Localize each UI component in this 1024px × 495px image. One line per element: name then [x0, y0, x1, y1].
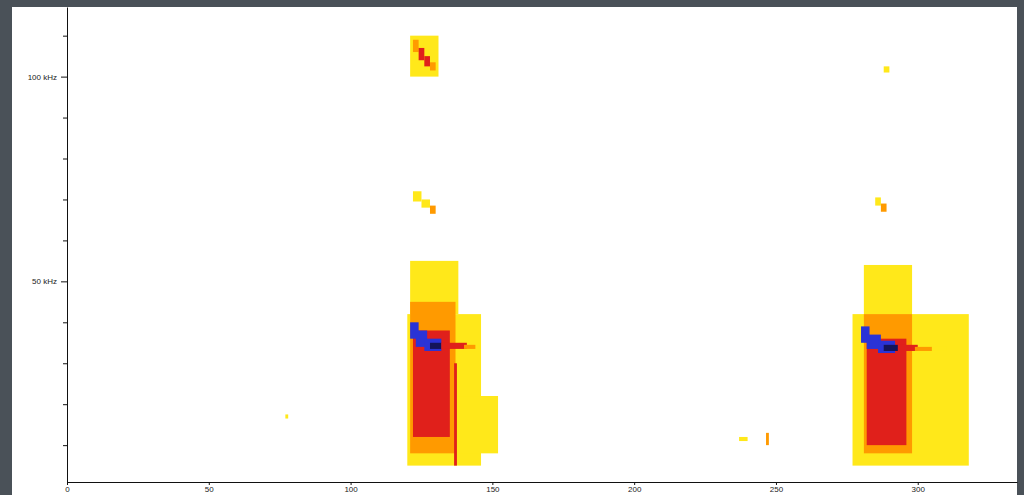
x-tick-label: 50 [205, 485, 214, 494]
cell [853, 314, 969, 466]
cell [424, 339, 441, 351]
y-minor-tick [63, 36, 67, 37]
y-minor-tick [63, 199, 67, 200]
y-minor-tick [63, 240, 67, 241]
cell [430, 62, 436, 70]
x-tick: 100 [344, 482, 358, 494]
cell [285, 414, 288, 418]
cell [410, 302, 455, 454]
cell [430, 343, 441, 349]
y-tick-label: 100 kHz [28, 73, 57, 82]
cell [864, 265, 912, 314]
cell [413, 191, 422, 201]
x-tick: 50 [205, 482, 214, 494]
y-minor-tick [63, 445, 67, 446]
cell [419, 48, 425, 60]
x-tick-label: 100 [344, 485, 358, 494]
x-tick-label: 0 [65, 485, 70, 494]
x-tick-label: 150 [486, 485, 500, 494]
panel-background [12, 7, 1017, 495]
x-tick: 150 [486, 482, 500, 494]
cell [739, 437, 748, 441]
cell [915, 347, 932, 351]
x-tick-label: 300 [912, 485, 926, 494]
cell [867, 339, 907, 445]
y-tick-mark [61, 281, 67, 282]
y-minor-tick [63, 159, 67, 160]
y-minor-tick [63, 363, 67, 364]
x-tick: 200 [628, 482, 642, 494]
y-minor-tick [63, 404, 67, 405]
x-tick-label: 250 [770, 485, 784, 494]
cell [430, 206, 436, 214]
cell [875, 197, 881, 205]
cell [441, 343, 467, 349]
y-tick-mark [61, 77, 67, 78]
y-minor-tick [63, 322, 67, 323]
y-tick-label: 50 kHz [32, 277, 57, 286]
x-axis: 0 50 100 150 200 250 300 [65, 482, 1017, 494]
x-tick: 0 [65, 482, 70, 494]
chart: 0 50 100 150 200 250 300 50 kHz 100 kHz [0, 0, 1024, 495]
cell [454, 363, 457, 465]
cell [766, 433, 769, 445]
x-tick: 250 [770, 482, 784, 494]
cell [898, 345, 918, 351]
cell [884, 345, 898, 351]
y-minor-ticks [63, 36, 67, 445]
cell [410, 36, 438, 77]
cell [864, 314, 912, 453]
cell [464, 345, 475, 349]
cell [932, 347, 946, 351]
x-tick-label: 200 [628, 485, 642, 494]
cell [424, 56, 430, 66]
cell [421, 199, 430, 207]
cell [884, 66, 890, 72]
cell [458, 396, 498, 453]
y-minor-tick [63, 118, 67, 119]
cell [413, 40, 419, 52]
y-axis-line [67, 8, 68, 483]
x-axis-line [68, 482, 1018, 483]
y-tick: 100 kHz [28, 73, 67, 82]
y-axis: 50 kHz 100 kHz [28, 8, 68, 483]
y-tick: 50 kHz [32, 277, 67, 286]
spectrogram-cells [285, 36, 968, 466]
cell [881, 204, 887, 212]
x-tick: 300 [912, 482, 926, 494]
